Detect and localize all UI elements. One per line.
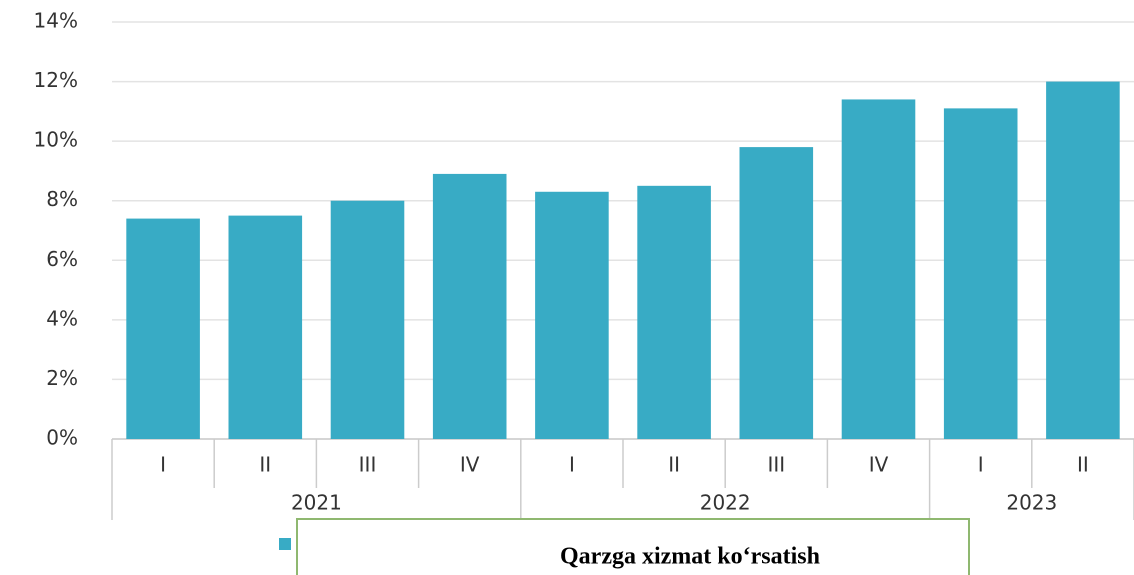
overlay-text: Qarzga xizmat ko‘rsatish bbox=[560, 544, 820, 570]
group-label: 2021 bbox=[291, 491, 342, 515]
x-tick-label: II bbox=[259, 453, 271, 477]
x-tick-label: IV bbox=[869, 453, 889, 477]
y-tick-label: 8% bbox=[46, 187, 78, 211]
x-tick-label: IV bbox=[460, 453, 480, 477]
x-tick-label: I bbox=[978, 453, 984, 477]
y-tick-label: 12% bbox=[34, 68, 78, 92]
y-tick-label: 10% bbox=[34, 128, 78, 152]
y-tick-label: 2% bbox=[46, 366, 78, 390]
overlay-box bbox=[296, 518, 970, 575]
bar bbox=[637, 185, 711, 439]
bar bbox=[739, 147, 814, 439]
y-tick-label: 0% bbox=[46, 426, 78, 450]
group-label: 2023 bbox=[1006, 491, 1057, 515]
y-tick-label: 4% bbox=[46, 306, 78, 330]
bar bbox=[535, 191, 609, 439]
x-tick-label: II bbox=[668, 453, 680, 477]
bar bbox=[330, 200, 405, 439]
x-tick-label: III bbox=[359, 453, 377, 477]
bar bbox=[1046, 81, 1120, 440]
bar bbox=[841, 99, 916, 439]
bar bbox=[432, 173, 507, 439]
group-label: 2022 bbox=[700, 491, 751, 515]
x-tick-label: I bbox=[569, 453, 575, 477]
legend-swatch bbox=[279, 538, 291, 550]
x-tick-label: III bbox=[767, 453, 785, 477]
x-tick-label: II bbox=[1077, 453, 1089, 477]
bar bbox=[943, 108, 1018, 439]
y-tick-label: 14% bbox=[34, 9, 78, 33]
y-tick-label: 6% bbox=[46, 247, 78, 271]
bar bbox=[126, 218, 200, 439]
x-tick-label: I bbox=[160, 453, 166, 477]
bar bbox=[228, 215, 303, 439]
